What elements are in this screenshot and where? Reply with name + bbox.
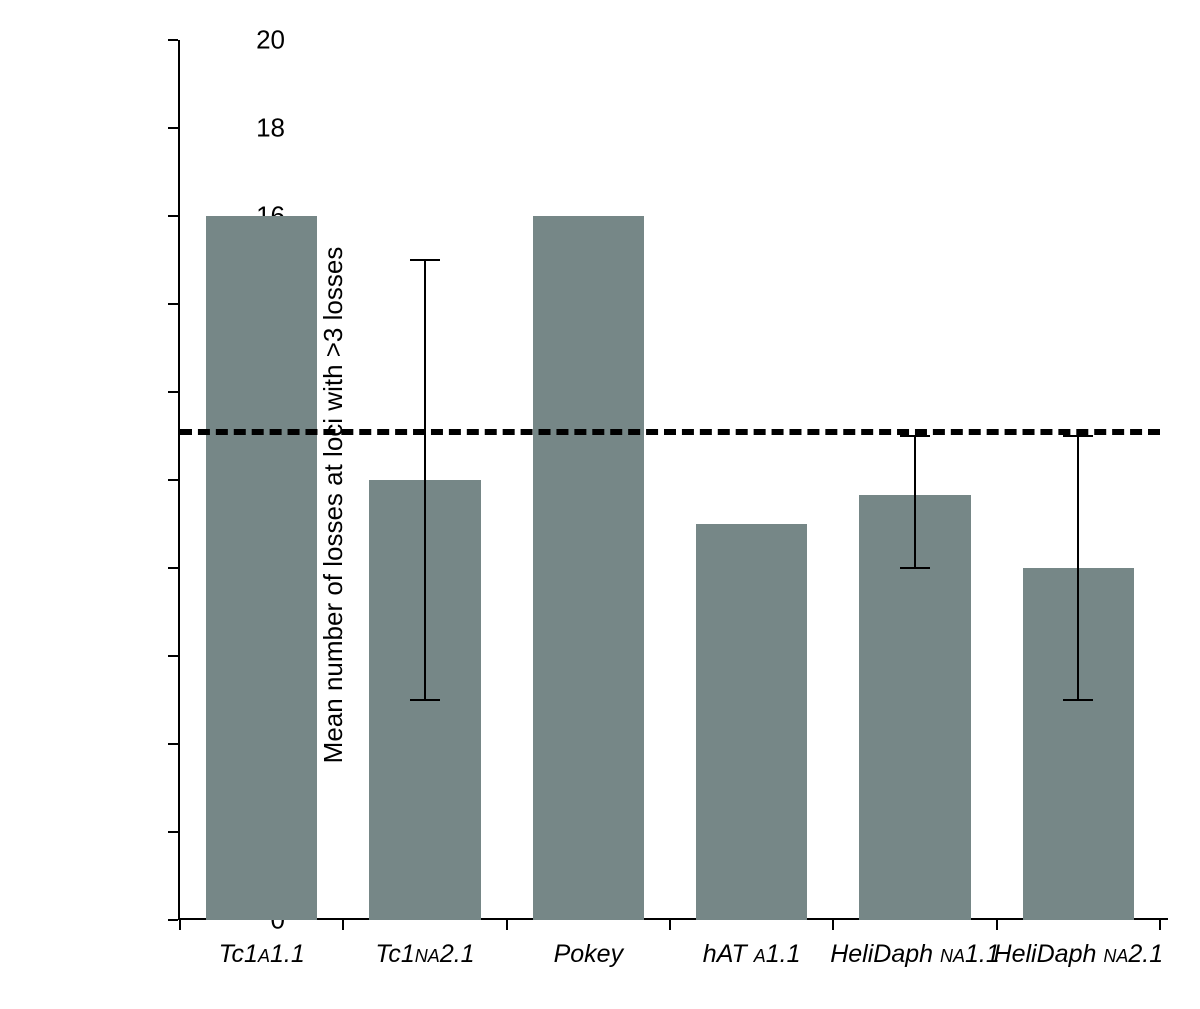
- x-tick-mark: [996, 920, 998, 930]
- bar: [696, 524, 807, 920]
- error-bar-cap: [1063, 435, 1093, 437]
- chart-container: Mean number of losses at loci with >3 lo…: [60, 20, 1180, 990]
- error-bar-cap: [1063, 699, 1093, 701]
- x-axis-label: Pokey: [554, 940, 623, 969]
- x-tick-mark: [669, 920, 671, 930]
- error-bar-line: [914, 436, 916, 568]
- plot-area: [170, 40, 1160, 920]
- x-axis-label: HeliDaph NA2.1: [994, 940, 1164, 969]
- reference-line: [180, 429, 1160, 435]
- x-tick-mark: [1159, 920, 1161, 930]
- x-axis-label: Tc1NA2.1: [375, 940, 474, 969]
- bar: [206, 216, 317, 920]
- error-bar-line: [1077, 436, 1079, 700]
- bar: [533, 216, 644, 920]
- x-axis-label: Tc1A1.1: [219, 940, 305, 969]
- x-tick-mark: [506, 920, 508, 930]
- error-bar-cap: [900, 435, 930, 437]
- x-axis-label: hAT A1.1: [703, 940, 801, 969]
- error-bar-cap: [900, 567, 930, 569]
- x-tick-mark: [179, 920, 181, 930]
- x-axis-label: HeliDaph NA1.1: [830, 940, 1000, 969]
- error-bar-cap: [410, 259, 440, 261]
- error-bar-cap: [410, 699, 440, 701]
- x-tick-mark: [342, 920, 344, 930]
- error-bar-line: [424, 260, 426, 700]
- x-tick-mark: [832, 920, 834, 930]
